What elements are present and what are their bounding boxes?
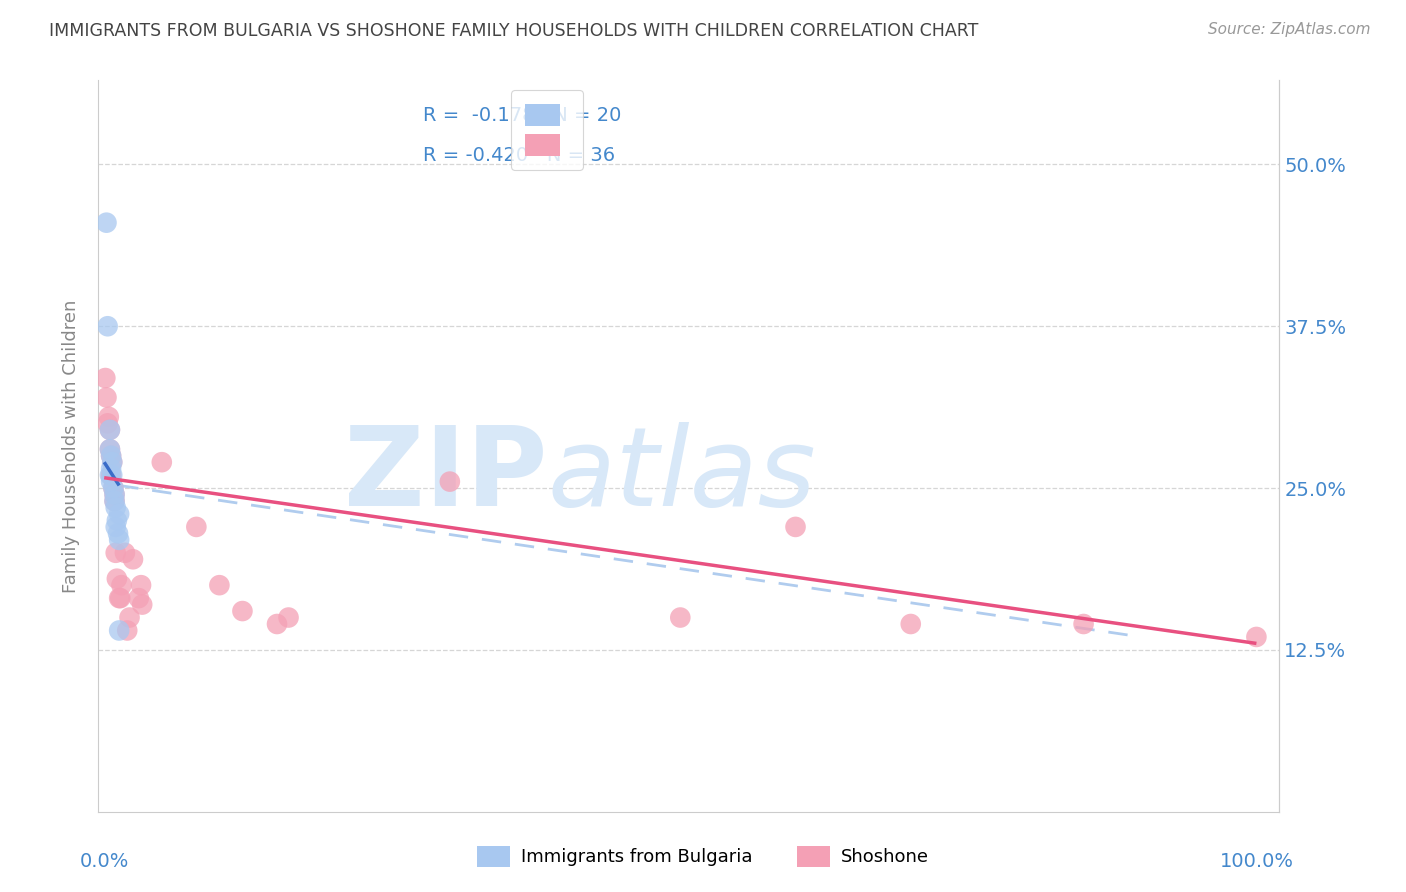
Point bbox=[150, 455, 173, 469]
Text: IMMIGRANTS FROM BULGARIA VS SHOSHONE FAMILY HOUSEHOLDS WITH CHILDREN CORRELATION: IMMIGRANTS FROM BULGARIA VS SHOSHONE FAM… bbox=[49, 22, 979, 40]
Point bbox=[103, 487, 125, 501]
Point bbox=[101, 468, 124, 483]
Point bbox=[100, 449, 122, 463]
Point bbox=[122, 552, 145, 566]
Point bbox=[97, 409, 120, 424]
Y-axis label: Family Households with Children: Family Households with Children bbox=[62, 300, 80, 592]
Point bbox=[94, 371, 117, 385]
Point bbox=[107, 526, 129, 541]
Point bbox=[105, 513, 128, 527]
Point bbox=[208, 578, 231, 592]
Point bbox=[900, 617, 922, 632]
Point bbox=[98, 468, 121, 483]
Point bbox=[103, 487, 125, 501]
Point bbox=[131, 598, 153, 612]
Legend: , : , bbox=[512, 90, 583, 169]
Point bbox=[108, 507, 131, 521]
Point bbox=[100, 449, 122, 463]
Point bbox=[114, 546, 136, 560]
Point bbox=[108, 533, 131, 547]
Point bbox=[103, 494, 125, 508]
Point bbox=[103, 481, 125, 495]
Point bbox=[104, 500, 127, 515]
Point bbox=[108, 624, 131, 638]
Point bbox=[231, 604, 253, 618]
Point bbox=[118, 610, 141, 624]
Point bbox=[1246, 630, 1268, 644]
Point bbox=[110, 578, 132, 592]
Point bbox=[104, 520, 127, 534]
Text: R =  -0.178   N = 20: R = -0.178 N = 20 bbox=[423, 106, 621, 125]
Text: Source: ZipAtlas.com: Source: ZipAtlas.com bbox=[1208, 22, 1371, 37]
Text: ZIP: ZIP bbox=[344, 422, 547, 529]
Point bbox=[105, 572, 128, 586]
Point bbox=[277, 610, 299, 624]
Point bbox=[129, 578, 152, 592]
Point bbox=[104, 546, 127, 560]
Text: R = -0.420   N = 36: R = -0.420 N = 36 bbox=[423, 146, 616, 165]
Point bbox=[108, 591, 131, 606]
Point bbox=[110, 591, 132, 606]
Point bbox=[186, 520, 208, 534]
Point bbox=[98, 442, 121, 457]
Point bbox=[96, 391, 118, 405]
Point bbox=[100, 475, 122, 489]
Point bbox=[100, 468, 122, 483]
Point bbox=[128, 591, 150, 606]
Text: 100.0%: 100.0% bbox=[1219, 852, 1294, 871]
Point bbox=[100, 461, 122, 475]
Point bbox=[439, 475, 461, 489]
Text: 0.0%: 0.0% bbox=[80, 852, 129, 871]
Point bbox=[97, 319, 120, 334]
Point bbox=[1073, 617, 1095, 632]
Point bbox=[785, 520, 807, 534]
Point bbox=[96, 216, 118, 230]
Point bbox=[103, 494, 125, 508]
Point bbox=[98, 423, 121, 437]
Point bbox=[115, 624, 138, 638]
Point bbox=[101, 455, 124, 469]
Point bbox=[101, 455, 124, 469]
Legend: Immigrants from Bulgaria, Shoshone: Immigrants from Bulgaria, Shoshone bbox=[470, 838, 936, 874]
Point bbox=[266, 617, 288, 632]
Point bbox=[98, 442, 121, 457]
Point bbox=[103, 481, 125, 495]
Point bbox=[669, 610, 692, 624]
Point bbox=[97, 417, 120, 431]
Text: atlas: atlas bbox=[547, 422, 815, 529]
Point bbox=[98, 423, 121, 437]
